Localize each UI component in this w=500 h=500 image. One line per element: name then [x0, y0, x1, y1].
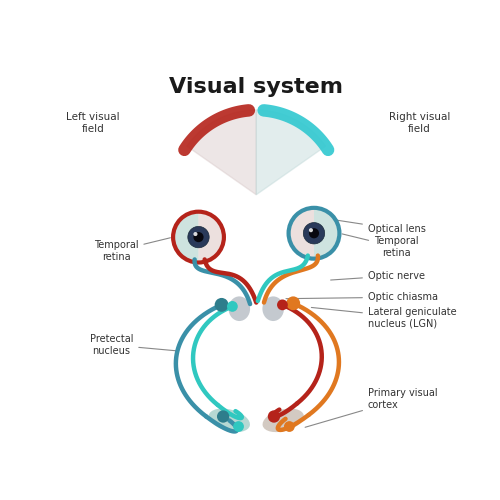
Text: Temporal
retina: Temporal retina	[342, 234, 418, 258]
Circle shape	[304, 222, 324, 244]
Circle shape	[268, 410, 280, 422]
Circle shape	[284, 421, 295, 432]
Ellipse shape	[228, 296, 250, 321]
Wedge shape	[288, 208, 314, 258]
Circle shape	[194, 232, 203, 242]
Text: Primary visual
cortex: Primary visual cortex	[305, 388, 438, 428]
Wedge shape	[198, 212, 224, 262]
Circle shape	[227, 301, 238, 312]
Circle shape	[277, 300, 288, 310]
Circle shape	[233, 421, 244, 432]
Ellipse shape	[262, 408, 304, 432]
Polygon shape	[256, 110, 326, 194]
Text: Visual system: Visual system	[169, 77, 343, 97]
Circle shape	[217, 410, 230, 422]
Circle shape	[194, 232, 198, 236]
Circle shape	[188, 226, 209, 248]
Wedge shape	[314, 208, 340, 258]
Wedge shape	[173, 212, 199, 262]
Text: Temporal
retina: Temporal retina	[94, 238, 170, 262]
Circle shape	[214, 298, 228, 312]
Text: Pretectal
nucleus: Pretectal nucleus	[90, 334, 176, 355]
Text: Optical lens: Optical lens	[324, 218, 426, 234]
Text: Right visual
field: Right visual field	[389, 112, 450, 134]
Text: Optic chiasma: Optic chiasma	[286, 292, 438, 302]
Circle shape	[286, 296, 300, 310]
Text: Left visual
field: Left visual field	[66, 112, 120, 134]
Circle shape	[288, 208, 340, 258]
Ellipse shape	[262, 296, 284, 321]
Circle shape	[309, 228, 313, 232]
Circle shape	[309, 228, 319, 238]
Text: Lateral geniculate
nucleus (LGN): Lateral geniculate nucleus (LGN)	[312, 307, 456, 329]
Circle shape	[173, 212, 224, 262]
Ellipse shape	[208, 408, 250, 432]
Text: Optic nerve: Optic nerve	[330, 270, 425, 280]
Polygon shape	[187, 110, 256, 194]
